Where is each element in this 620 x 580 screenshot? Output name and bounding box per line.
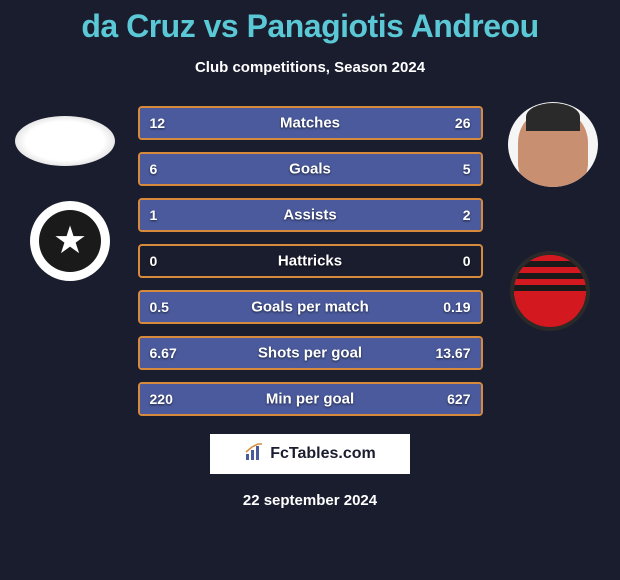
- stat-value-left: 220: [150, 391, 173, 407]
- stat-value-right: 5: [463, 161, 471, 177]
- watermark-text: FcTables.com: [270, 445, 376, 463]
- page-title: da Cruz vs Panagiotis Andreou: [0, 8, 620, 45]
- stat-label: Min per goal: [266, 391, 354, 408]
- stat-value-left: 6.67: [150, 345, 177, 361]
- club-logo-left: ★: [30, 201, 110, 281]
- stat-value-right: 13.67: [435, 345, 470, 361]
- stat-label: Shots per goal: [258, 345, 362, 362]
- stats-list: Matches1226Goals65Assists12Hattricks00Go…: [138, 106, 483, 416]
- stat-row: Matches 12 26: [138, 106, 483, 140]
- club-logo-right: [510, 251, 590, 331]
- watermark-badge: FcTables.com: [210, 434, 410, 474]
- stat-row: Goals per match 0.5 0.19: [138, 290, 483, 324]
- stat-value-left: 12: [150, 115, 166, 131]
- page-subtitle: Club competitions, Season 2024: [0, 59, 620, 76]
- club-logo-right-stripes: [514, 255, 586, 327]
- stat-fill-right: [325, 154, 480, 184]
- comparison-date: 22 september 2024: [10, 492, 610, 509]
- stat-value-left: 1: [150, 207, 158, 223]
- stat-value-right: 0: [463, 253, 471, 269]
- player-photo-right: [508, 102, 598, 187]
- stat-value-right: 26: [455, 115, 471, 131]
- stat-value-right: 0.19: [443, 299, 470, 315]
- star-icon: ★: [53, 222, 87, 260]
- chart-icon: [244, 442, 264, 467]
- face-placeholder: [518, 111, 588, 188]
- stat-row: Hattricks 0 0: [138, 244, 483, 278]
- stat-value-left: 0.5: [150, 299, 169, 315]
- comparison-card: da Cruz vs Panagiotis Andreou Club compe…: [0, 0, 620, 580]
- stat-label: Hattricks: [278, 253, 342, 270]
- content-area: ★ Matches1226Goals65Assists12Hattricks00…: [0, 106, 620, 509]
- stat-label: Assists: [283, 207, 336, 224]
- club-logo-left-inner: ★: [39, 210, 101, 272]
- stat-value-left: 6: [150, 161, 158, 177]
- stat-row: Min per goal 220 627: [138, 382, 483, 416]
- stat-label: Goals: [289, 161, 331, 178]
- stat-label: Goals per match: [251, 299, 369, 316]
- stat-row: Shots per goal 6.67 13.67: [138, 336, 483, 370]
- player-photo-left: [15, 116, 115, 166]
- stat-value-right: 2: [463, 207, 471, 223]
- stat-value-right: 627: [447, 391, 470, 407]
- stat-value-left: 0: [150, 253, 158, 269]
- stat-label: Matches: [280, 115, 340, 132]
- stat-row: Goals 6 5: [138, 152, 483, 186]
- stat-row: Assists 1 2: [138, 198, 483, 232]
